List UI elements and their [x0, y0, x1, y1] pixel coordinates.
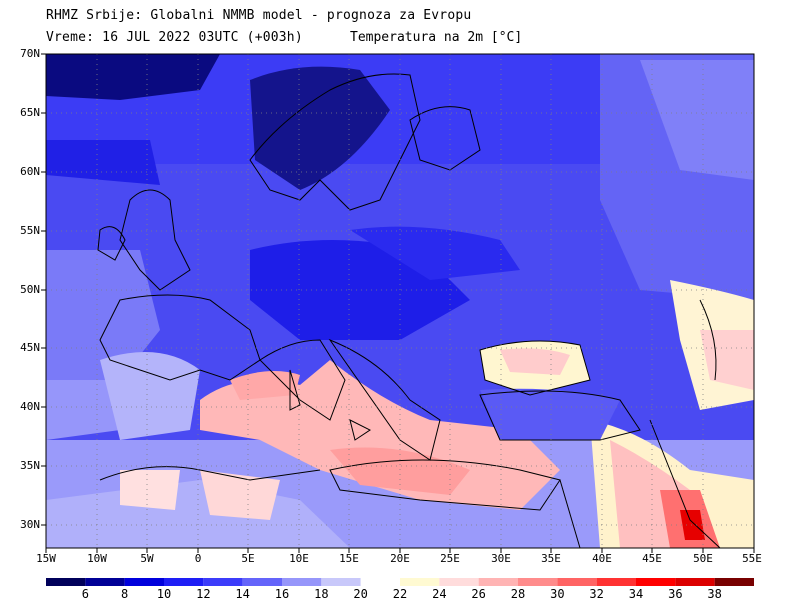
lon-label: 50E	[693, 552, 713, 565]
lon-label: 15W	[36, 552, 56, 565]
colorbar-swatch	[675, 578, 715, 586]
lon-label: 45E	[642, 552, 662, 565]
lat-label: 70N	[20, 47, 40, 60]
lon-label: 5W	[140, 552, 154, 565]
colorbar-swatch	[360, 578, 400, 586]
title-line-1: RHMZ Srbije: Globalni NMMB model - progn…	[46, 8, 472, 23]
colorbar-swatch	[242, 578, 282, 586]
title-variable: Temperatura na 2m [°C]	[350, 30, 523, 45]
map-field	[46, 54, 754, 548]
colorbar-label: 32	[589, 587, 604, 601]
colorbar-label: 24	[432, 587, 447, 601]
coastlines	[97, 73, 721, 548]
colorbar-label: 28	[510, 587, 526, 601]
colorbar-label: 10	[156, 587, 172, 601]
lat-label: 30N	[20, 518, 40, 531]
colorbar-swatch	[85, 578, 125, 586]
lon-label: 25E	[440, 552, 460, 565]
colorbar-label: 16	[274, 587, 290, 601]
colorbar-swatch	[46, 578, 86, 586]
lat-label: 40N	[20, 400, 40, 413]
colorbar-swatch	[557, 578, 597, 586]
lat-label: 50N	[20, 283, 40, 296]
colorbar-swatch	[439, 578, 479, 586]
colorbar-label: 20	[353, 587, 368, 601]
lon-label: 30E	[491, 552, 511, 565]
title-time: Vreme: 16 JUL 2022 03UTC (+003h)	[46, 30, 303, 45]
colorbar-swatch	[400, 578, 440, 586]
colorbar-swatch	[203, 578, 243, 586]
colorbar-label: 8	[121, 587, 129, 601]
colorbar-label: 34	[628, 587, 644, 601]
lon-label: 35E	[541, 552, 561, 565]
lon-label: 10E	[289, 552, 309, 565]
colorbar-label: 26	[471, 587, 486, 601]
colorbar-label: 36	[668, 587, 683, 601]
lon-label: 40E	[592, 552, 612, 565]
colorbar-swatch	[518, 578, 558, 586]
colorbar-label: 14	[235, 587, 250, 601]
lon-label: 20E	[390, 552, 410, 565]
axis-ticks	[41, 53, 755, 553]
lat-label: 60N	[20, 165, 40, 178]
colorbar-swatch	[124, 578, 164, 586]
colorbar-label: 12	[196, 587, 211, 601]
lat-label: 65N	[20, 106, 40, 119]
colorbar-label: 6	[81, 587, 89, 601]
colorbar-swatch	[596, 578, 636, 586]
graticule	[46, 54, 754, 548]
colorbar-swatch	[714, 578, 754, 586]
lon-label: 55E	[742, 552, 762, 565]
colorbar	[46, 578, 754, 586]
colorbar-label: 30	[550, 587, 565, 601]
colorbar-swatch	[321, 578, 361, 586]
lon-label: 15E	[339, 552, 359, 565]
lon-label: 5E	[241, 552, 255, 565]
colorbar-label: 38	[707, 587, 722, 601]
lon-label: 0	[194, 552, 202, 565]
lat-label: 55N	[20, 224, 40, 237]
colorbar-swatch	[478, 578, 518, 586]
colorbar-label: 22	[392, 587, 408, 601]
colorbar-swatch	[282, 578, 322, 586]
lat-label: 45N	[20, 341, 40, 354]
lat-label: 35N	[20, 459, 40, 472]
colorbar-label: 18	[314, 587, 329, 601]
lon-label: 10W	[87, 552, 107, 565]
colorbar-swatch	[164, 578, 204, 586]
colorbar-swatch	[636, 578, 676, 586]
